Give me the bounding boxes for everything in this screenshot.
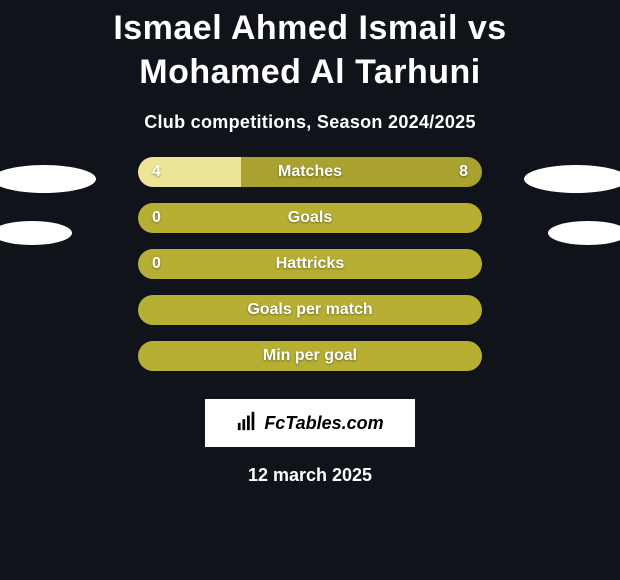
- player-oval: [548, 221, 620, 245]
- player-oval: [524, 165, 620, 193]
- chart-icon: [236, 410, 258, 437]
- stat-bar: Matches48: [138, 157, 482, 187]
- right-player-markers: [513, 165, 620, 245]
- subtitle: Club competitions, Season 2024/2025: [0, 112, 620, 133]
- bar-segment-left: [138, 249, 482, 279]
- logo-text: FcTables.com: [264, 413, 383, 434]
- stat-bar: Goals0: [138, 203, 482, 233]
- stat-bars: Matches48 Goals0 Hattricks0 Goals per match…: [138, 157, 482, 387]
- left-player-markers: [0, 165, 107, 245]
- source-logo: FcTables.com: [205, 399, 415, 447]
- player-oval: [0, 221, 72, 245]
- bar-segment-left: [138, 341, 482, 371]
- bar-segment-right: [241, 157, 482, 187]
- date-label: 12 march 2025: [0, 465, 620, 486]
- stat-bar: Min per goal: [138, 341, 482, 371]
- stat-bar: Goals per match: [138, 295, 482, 325]
- player-oval: [0, 165, 96, 193]
- comparison-chart: Matches48Goals0Hattricks0Goals per match…: [0, 171, 620, 391]
- bar-segment-left: [138, 295, 482, 325]
- page-title: Ismael Ahmed Ismail vs Mohamed Al Tarhun…: [0, 0, 620, 94]
- bar-segment-left: [138, 203, 482, 233]
- stat-bar: Hattricks0: [138, 249, 482, 279]
- bar-segment-left: [138, 157, 241, 187]
